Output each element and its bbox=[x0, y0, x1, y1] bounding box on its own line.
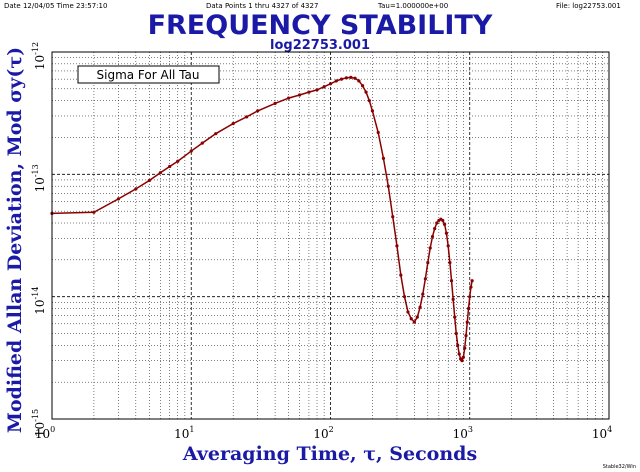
data-point bbox=[457, 352, 461, 356]
data-point bbox=[158, 171, 162, 175]
data-point bbox=[328, 82, 333, 86]
data-point bbox=[451, 297, 455, 301]
y-tick-label: 10-12 bbox=[31, 42, 47, 70]
data-point bbox=[364, 90, 368, 94]
chart-title: FREQUENCY STABILITY bbox=[148, 10, 493, 41]
data-point bbox=[409, 317, 413, 321]
data-point bbox=[344, 76, 348, 80]
data-point bbox=[315, 88, 319, 92]
data-point bbox=[449, 279, 454, 283]
data-point bbox=[421, 292, 425, 296]
data-point bbox=[200, 141, 204, 145]
data-point bbox=[466, 306, 471, 311]
data-point bbox=[214, 132, 218, 136]
x-tick-label: 102 bbox=[313, 425, 333, 441]
x-tick-labels: 100 101 102 103 104 bbox=[35, 425, 612, 441]
x-tick-label: 103 bbox=[453, 425, 473, 441]
y-tick-label: 10-15 bbox=[31, 409, 47, 437]
data-point bbox=[453, 315, 457, 319]
data-point bbox=[430, 234, 435, 239]
y-tick-labels: 10-15 10-14 10-13 10-12 bbox=[31, 42, 47, 437]
data-point bbox=[469, 285, 473, 289]
plot-frame bbox=[51, 51, 610, 420]
data-point bbox=[412, 320, 416, 324]
data-point bbox=[245, 115, 249, 119]
data-point bbox=[298, 93, 302, 97]
data-point bbox=[307, 90, 311, 94]
data-point bbox=[465, 320, 469, 324]
data-point bbox=[334, 79, 338, 83]
data-point bbox=[406, 310, 410, 314]
data-point bbox=[322, 85, 326, 89]
x-tick-label: 101 bbox=[174, 425, 194, 441]
data-point bbox=[386, 184, 390, 188]
header-date: Date 12/04/05 Time 23:57:10 bbox=[4, 2, 107, 10]
data-point bbox=[381, 156, 386, 160]
x-tick-label: 100 bbox=[35, 425, 55, 441]
data-point bbox=[468, 295, 472, 299]
data-point bbox=[461, 355, 465, 359]
grid-lines bbox=[52, 52, 609, 419]
data-point bbox=[426, 260, 430, 265]
data-point bbox=[349, 75, 353, 79]
data-point bbox=[116, 197, 121, 201]
data-point bbox=[435, 221, 439, 225]
data-point bbox=[460, 359, 464, 363]
annotation-text: Sigma For All Tau bbox=[97, 68, 200, 82]
data-point bbox=[168, 164, 172, 169]
data-point bbox=[92, 210, 96, 214]
x-tick-label: 104 bbox=[592, 425, 612, 441]
data-point bbox=[357, 79, 361, 83]
data-point bbox=[464, 334, 468, 338]
data-point bbox=[367, 99, 371, 103]
data-point bbox=[353, 76, 357, 80]
data-point bbox=[360, 84, 365, 88]
data-point bbox=[444, 231, 449, 235]
data-point bbox=[189, 149, 193, 153]
data-point bbox=[134, 187, 138, 191]
data-point bbox=[415, 315, 419, 319]
data-point bbox=[433, 227, 437, 231]
data-point bbox=[423, 277, 427, 281]
data-point bbox=[176, 159, 180, 163]
data-point bbox=[147, 178, 151, 183]
data-point bbox=[286, 96, 291, 100]
data-point bbox=[339, 77, 344, 81]
x-axis-label: Averaging Time, τ, Seconds bbox=[182, 443, 477, 465]
header-file: File: log22753.001 bbox=[556, 2, 621, 10]
data-point bbox=[448, 260, 452, 265]
data-point bbox=[418, 305, 422, 309]
data-point bbox=[441, 218, 445, 223]
header-data-points: Data Points 1 thru 4327 of 4327 bbox=[206, 2, 318, 10]
data-point bbox=[463, 346, 467, 350]
data-point bbox=[454, 331, 458, 336]
data-point bbox=[456, 343, 460, 347]
data-point bbox=[376, 130, 380, 135]
data-point bbox=[446, 244, 450, 248]
data-point bbox=[370, 109, 375, 113]
data-point bbox=[399, 273, 403, 277]
data-point bbox=[273, 101, 277, 106]
data-point bbox=[256, 109, 260, 113]
data-point bbox=[231, 121, 235, 126]
data-point bbox=[470, 279, 474, 283]
data-point bbox=[402, 295, 407, 299]
data-point bbox=[428, 246, 432, 250]
chart-subtitle: log22753.001 bbox=[270, 38, 370, 53]
data-point bbox=[391, 215, 395, 219]
header-tau: Tau=1.000000e+00 bbox=[377, 2, 448, 10]
annotation-box bbox=[77, 65, 220, 84]
data-point bbox=[443, 222, 447, 226]
series-group bbox=[50, 75, 474, 363]
data-point bbox=[395, 244, 399, 248]
y-tick-label: 10-14 bbox=[31, 287, 47, 315]
y-tick-label: 10-13 bbox=[31, 164, 47, 192]
footer-stamp: Stable32/Win bbox=[603, 464, 636, 470]
y-axis-label: Modified Allan Deviation, Mod σy(τ) bbox=[4, 47, 26, 433]
